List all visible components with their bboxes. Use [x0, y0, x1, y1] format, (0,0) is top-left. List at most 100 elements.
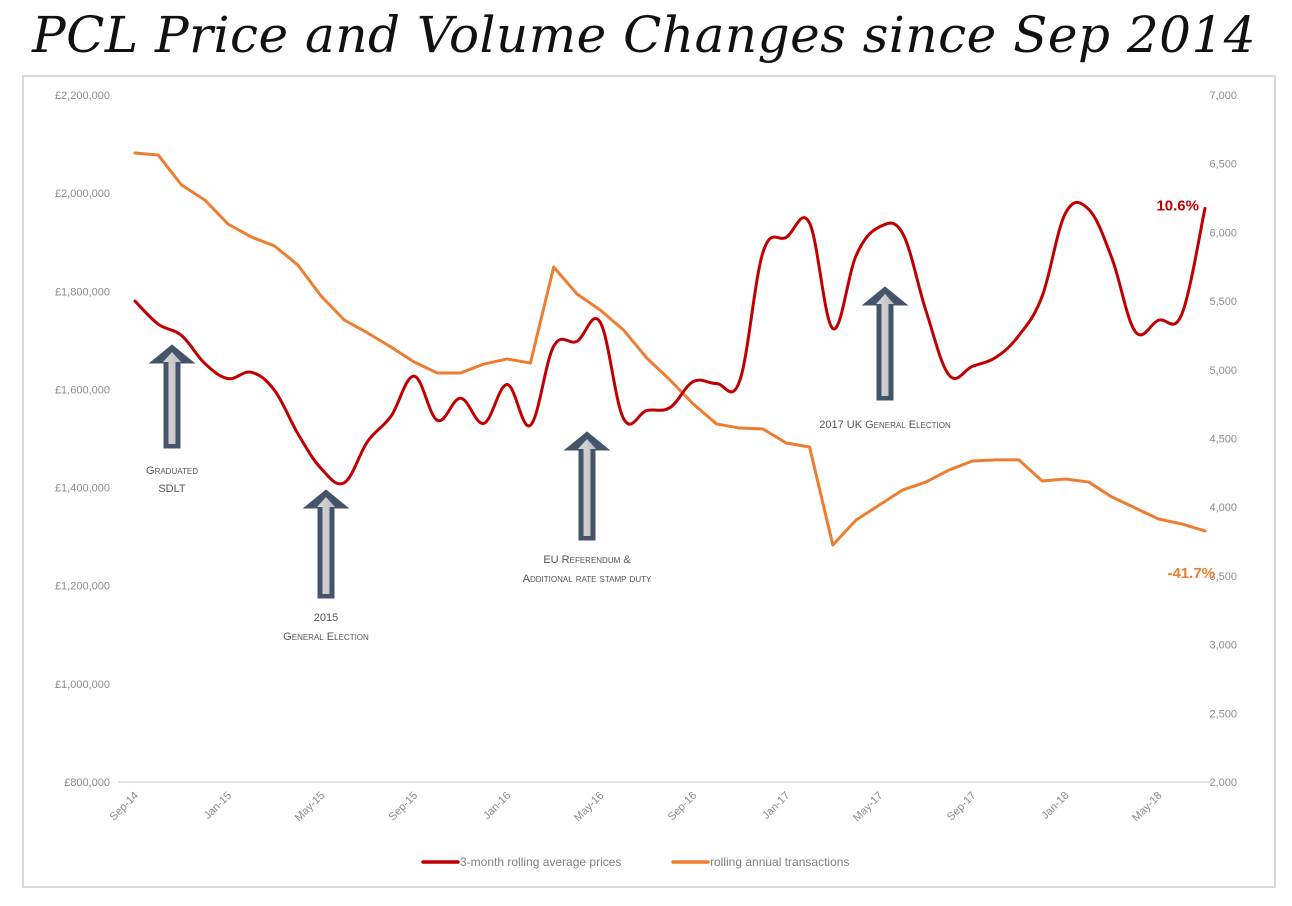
data-point-transactions — [436, 371, 439, 374]
data-point-prices — [994, 356, 997, 359]
annotation-text: 2015 — [314, 612, 338, 624]
annotation-text: SDLT — [158, 483, 186, 495]
data-point-transactions — [529, 362, 532, 365]
data-point-transactions — [320, 295, 323, 298]
data-point-prices — [738, 379, 741, 382]
data-point-prices — [413, 375, 416, 378]
data-point-prices — [343, 481, 346, 484]
annotation-general-election-2015: 2015 General Election — [283, 489, 369, 643]
data-point-prices — [669, 406, 672, 409]
x-tick-label: Jan-18 — [1039, 790, 1071, 822]
y-left-tick-label: £2,000,000 — [55, 188, 110, 200]
arrow-inner — [317, 497, 335, 594]
y-left-tick-label: £1,600,000 — [55, 384, 110, 396]
x-tick-label: Jan-17 — [760, 790, 792, 822]
y-left-tick-label: £1,200,000 — [55, 581, 110, 593]
data-point-transactions — [715, 422, 718, 425]
data-point-transactions — [855, 518, 858, 521]
x-tick-label: Sep-16 — [666, 790, 700, 824]
data-point-transactions — [250, 235, 253, 238]
chart-title: PCL Price and Volume Changes since Sep 2… — [32, 6, 1257, 64]
data-point-prices — [831, 327, 834, 330]
data-point-prices — [320, 467, 323, 470]
x-tick-label: Jan-15 — [202, 790, 234, 822]
annotation-text: Additional rate stamp duty — [523, 573, 652, 585]
data-point-prices — [785, 236, 788, 239]
data-point-prices — [436, 419, 439, 422]
data-point-transactions — [459, 371, 462, 374]
data-point-transactions — [994, 458, 997, 461]
data-point-transactions — [203, 198, 206, 201]
data-point-transactions — [506, 357, 509, 360]
data-point-prices — [1087, 208, 1090, 211]
data-point-prices — [901, 232, 904, 235]
series-line-prices — [133, 200, 1207, 486]
data-point-prices — [459, 397, 462, 400]
annotation-text: 2017 UK General Election — [819, 419, 951, 431]
data-point-transactions — [901, 489, 904, 492]
data-point-transactions — [389, 345, 392, 348]
data-point-transactions — [808, 446, 811, 449]
data-point-transactions — [645, 356, 648, 359]
data-point-transactions — [1134, 507, 1137, 510]
annotations: Graduated SDLT 2015 General Election EU Refe… — [146, 286, 951, 643]
y-right-tick-label: 6,500 — [1209, 159, 1237, 171]
data-point-prices — [692, 380, 695, 383]
arrow-inner — [578, 439, 596, 536]
data-point-prices — [715, 382, 718, 385]
y-left-tick-label: £1,000,000 — [55, 679, 110, 691]
data-point-prices — [203, 362, 206, 365]
data-point-transactions — [622, 328, 625, 331]
x-tick-label: May-16 — [572, 790, 606, 824]
data-point-transactions — [738, 427, 741, 430]
y-right-tick-label: 2,000 — [1209, 777, 1237, 789]
data-point-transactions — [366, 331, 369, 334]
annotation-text: EU Referendum & — [543, 554, 631, 566]
data-point-prices — [366, 440, 369, 443]
data-point-prices — [1157, 319, 1160, 322]
data-point-prices — [180, 334, 183, 337]
data-point-transactions — [948, 468, 951, 471]
data-point-prices — [971, 365, 974, 368]
data-point-transactions — [552, 266, 555, 269]
y-left-tick-label: £1,800,000 — [55, 286, 110, 298]
data-point-prices — [1064, 212, 1067, 215]
legend-item: 3-month rolling average prices — [421, 855, 621, 869]
data-point-prices — [948, 374, 951, 377]
data-point-transactions — [692, 403, 695, 406]
data-point-prices — [1134, 330, 1137, 333]
legend-label: rolling annual transactions — [710, 855, 849, 869]
data-point-transactions — [831, 543, 834, 546]
x-tick-label: May-18 — [1130, 790, 1164, 824]
data-point-transactions — [971, 460, 974, 463]
data-point-transactions — [482, 363, 485, 366]
data-point-transactions — [924, 481, 927, 484]
data-point-prices — [1110, 257, 1113, 260]
chart-frame — [22, 75, 1276, 888]
annotation-graduated-sdlt: Graduated SDLT — [146, 344, 198, 495]
data-point-transactions — [785, 442, 788, 445]
data-point-prices — [227, 377, 230, 380]
data-point-transactions — [413, 360, 416, 363]
y-right-tick-label: 3,500 — [1209, 571, 1237, 583]
data-point-prices — [762, 251, 765, 254]
y-right-tick-label: 2,500 — [1209, 708, 1237, 720]
legend: 3-month rolling average prices rolling an… — [421, 855, 849, 869]
data-point-prices — [482, 422, 485, 425]
annotation-eu-referendum: EU Referendum & Additional rate stamp dut… — [523, 431, 652, 585]
data-point-prices — [1041, 295, 1044, 298]
data-point-transactions — [1017, 458, 1020, 461]
data-point-transactions — [343, 319, 346, 322]
y-left-tick-label: £800,000 — [64, 777, 110, 789]
data-point-prices — [855, 254, 858, 257]
y-right-tick-label: 6,000 — [1209, 227, 1237, 239]
y-right-tick-label: 3,000 — [1209, 640, 1237, 652]
data-point-transactions — [599, 309, 602, 312]
data-point-transactions — [1041, 479, 1044, 482]
end-label-prices: 10.6% — [1156, 197, 1199, 214]
data-point-prices — [529, 424, 532, 427]
data-point-prices — [506, 383, 509, 386]
data-point-transactions — [1110, 496, 1113, 499]
y-right-tick-label: 4,500 — [1209, 434, 1237, 446]
